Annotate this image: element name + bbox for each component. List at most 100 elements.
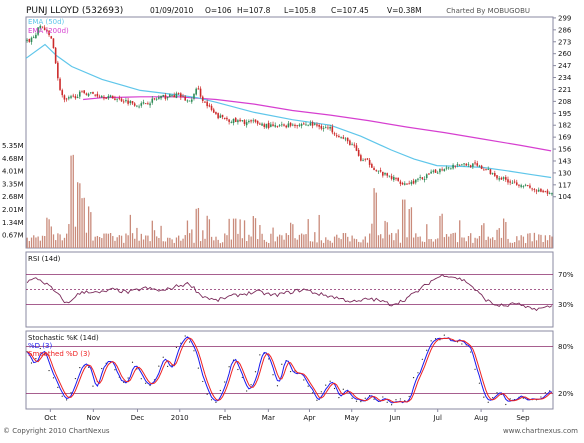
- candle-body: [357, 149, 360, 156]
- volume-bar: [228, 218, 230, 248]
- candle-body: [270, 124, 272, 127]
- volume-bar: [492, 237, 494, 248]
- volume-bar: [208, 219, 211, 248]
- candle-body: [261, 123, 263, 126]
- candle-body: [237, 120, 239, 123]
- x-axis: Oct Nov Dec 2010 Feb Mar Apr May Jun Jul Aug Sep: [44, 409, 530, 422]
- volume-bar: [410, 207, 413, 248]
- candle-body: [487, 169, 490, 170]
- volume-bar: [241, 238, 243, 248]
- stochastic-k-dot: [492, 397, 494, 399]
- candle-body: [140, 103, 143, 106]
- x-tick-label: Jul: [432, 414, 442, 422]
- candle-body: [362, 159, 364, 161]
- volume-bar: [540, 234, 542, 248]
- candle-body: [465, 163, 468, 166]
- candle-body: [373, 167, 375, 171]
- candles-layer: [26, 24, 553, 197]
- volume-bar: [270, 233, 272, 248]
- volume-bar: [441, 213, 443, 248]
- stochastic-k-dot: [522, 397, 524, 399]
- volume-bar: [206, 215, 208, 248]
- volume-bar: [279, 234, 281, 248]
- candle-body: [425, 174, 428, 179]
- candle-body: [103, 96, 105, 99]
- volume-bar: [66, 233, 68, 248]
- volume-bar: [384, 220, 386, 248]
- stochastic-k-dot: [320, 391, 322, 393]
- stochastic-k-dot: [360, 401, 362, 403]
- candle-body: [500, 177, 503, 180]
- volume-bar: [377, 235, 380, 248]
- volume-bar: [254, 218, 257, 248]
- volume-bar: [485, 239, 487, 248]
- stochastic-tick-label: 80%: [558, 343, 574, 351]
- volume-bar: [263, 239, 265, 248]
- volume-bar: [103, 233, 105, 248]
- volume-bar: [259, 225, 261, 248]
- x-tick-label: Aug: [474, 414, 488, 422]
- volume-bar: [109, 232, 112, 248]
- stochastic-k-dot: [92, 385, 94, 387]
- stochastic-k-dot: [417, 372, 419, 374]
- stochastic-k-dot: [52, 377, 55, 379]
- candle-body: [100, 96, 103, 98]
- volume-bar: [386, 222, 388, 248]
- volume-tick-label: 2.68M: [2, 193, 24, 201]
- volume-bar: [160, 225, 162, 248]
- candle-body: [346, 137, 349, 142]
- volume-bar: [430, 239, 432, 248]
- candle-body: [518, 184, 520, 186]
- volume-bar: [182, 238, 184, 248]
- volume-bar: [373, 188, 375, 248]
- candle-body: [309, 123, 312, 126]
- stochastic-k-dot: [443, 334, 445, 336]
- volume-bar: [318, 214, 320, 248]
- stochastic-k-dot: [496, 392, 498, 394]
- candle-body: [155, 98, 158, 100]
- stochastic-k-dot: [197, 367, 199, 369]
- quote-open: O=106: [205, 6, 232, 15]
- candle-body: [379, 170, 382, 172]
- volume-bar: [371, 223, 373, 248]
- volume-bar: [531, 241, 533, 248]
- footer-copyright: © Copyright 2010 ChartNexus: [3, 427, 110, 435]
- volume-bar: [59, 234, 61, 248]
- volume-bar: [204, 238, 206, 248]
- volume-bar: [77, 182, 79, 248]
- candle-body: [68, 97, 70, 99]
- stochastic-k-dot: [325, 384, 327, 386]
- volume-bar: [149, 241, 151, 248]
- stochastic-k-dot: [228, 366, 230, 368]
- stochastic-k-dot: [259, 354, 261, 356]
- x-tick-label: Sep: [516, 414, 530, 422]
- volume-bar: [153, 230, 156, 248]
- price-legend: EMA (50d)EMA (200d): [28, 18, 69, 35]
- stochastic-k-dot: [167, 365, 169, 367]
- stochastic-k-dot: [268, 358, 270, 360]
- stochastic-k-dot: [224, 381, 226, 383]
- candle-body: [272, 124, 274, 126]
- candle-body: [74, 96, 77, 99]
- candle-body: [92, 91, 94, 94]
- volume-bar: [281, 235, 283, 248]
- candle-body: [63, 95, 66, 100]
- stochastic-k-dot: [399, 398, 401, 400]
- volume-bar: [164, 241, 167, 248]
- volume-bar: [327, 239, 329, 248]
- candle-body: [173, 95, 176, 98]
- candle-body: [186, 100, 189, 102]
- volume-bar: [452, 233, 454, 248]
- candle-body: [548, 193, 551, 194]
- volume-bar: [96, 235, 99, 248]
- volume-bar: [217, 239, 219, 248]
- candle-body: [281, 124, 283, 126]
- candle-body: [76, 96, 79, 99]
- candle-body: [333, 133, 336, 135]
- volume-bar: [250, 236, 252, 248]
- volume-bar: [101, 238, 103, 248]
- candle-body: [89, 92, 92, 94]
- x-tick-label: Nov: [87, 414, 101, 422]
- candle-body: [419, 177, 421, 178]
- stochastic-k-dot: [131, 361, 134, 363]
